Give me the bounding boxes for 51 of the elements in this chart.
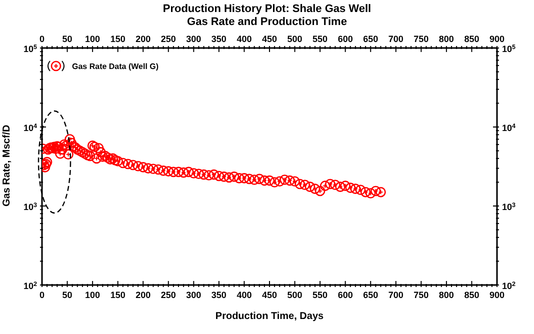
text: 10$^{4}$	[502, 122, 516, 133]
text: 10$^{2}$	[502, 280, 516, 291]
x-tick-label: 250	[160, 34, 176, 44]
y-tick-label: 10$^{5}$	[23, 44, 38, 54]
chart-title: Production History Plot: Shale Gas Well	[162, 3, 372, 16]
x-tick-label: 550	[312, 34, 328, 44]
x-tick-label: 500	[287, 34, 302, 44]
x-tick-label: 800	[438, 34, 454, 44]
y-axis-title: Gas Rate, Mscf/D	[2, 124, 13, 206]
x2-tick-label: 750	[414, 290, 429, 300]
x2-tick-label: 650	[363, 290, 378, 300]
x-tick-label: 900	[489, 34, 505, 44]
x-tick-label: 600	[338, 34, 353, 44]
x-tick-label: 450	[262, 34, 278, 44]
x2-tick-label: 550	[312, 290, 328, 300]
x-tick-label: 650	[363, 34, 378, 44]
y-tick-label: 10$^{4}$	[23, 122, 38, 133]
x2-tick-label: 0	[39, 290, 45, 300]
x2-tick-label: 200	[136, 290, 151, 300]
x2-tick-label: 700	[388, 290, 404, 300]
chart-subtitle: Gas Rate and Production Time	[186, 16, 348, 29]
y-tick-label: 10$^{2}$	[23, 280, 38, 291]
x-tick-label: 150	[110, 34, 126, 44]
text: 10$^{3}$	[502, 202, 516, 212]
y-tick-label: 10$^{3}$	[23, 202, 38, 212]
x-tick-label: 50	[62, 34, 72, 44]
x2-tick-label: 850	[464, 290, 480, 300]
x2-tick-label: 600	[338, 290, 353, 300]
x2-tick-label: 400	[236, 290, 252, 300]
x-tick-label: 750	[414, 34, 429, 44]
legend-label: Gas Rate Data (Well G)	[72, 62, 159, 70]
x2-tick-label: 800	[438, 290, 454, 300]
x2-tick-label: 350	[211, 290, 226, 300]
x-tick-label: 700	[388, 34, 404, 44]
x2-tick-label: 50	[62, 290, 72, 300]
x-tick-label: 0	[39, 34, 45, 44]
x2-tick-label: 150	[110, 290, 126, 300]
x2-tick-label: 100	[85, 290, 100, 300]
x-tick-label: 350	[211, 34, 226, 44]
x2-tick-label: 900	[489, 290, 505, 300]
x-tick-label: 300	[186, 34, 202, 44]
x-axis-title: Production Time, Days	[215, 311, 324, 322]
text: 10$^{5}$	[502, 44, 516, 54]
x-tick-label: 100	[85, 34, 100, 44]
x2-tick-label: 500	[287, 290, 302, 300]
x2-tick-label: 300	[186, 290, 202, 300]
x-tick-label: 400	[236, 34, 252, 44]
x-tick-label: 200	[136, 34, 151, 44]
x2-tick-label: 250	[160, 290, 176, 300]
x-tick-label: 850	[464, 34, 480, 44]
x2-tick-label: 450	[262, 290, 278, 300]
